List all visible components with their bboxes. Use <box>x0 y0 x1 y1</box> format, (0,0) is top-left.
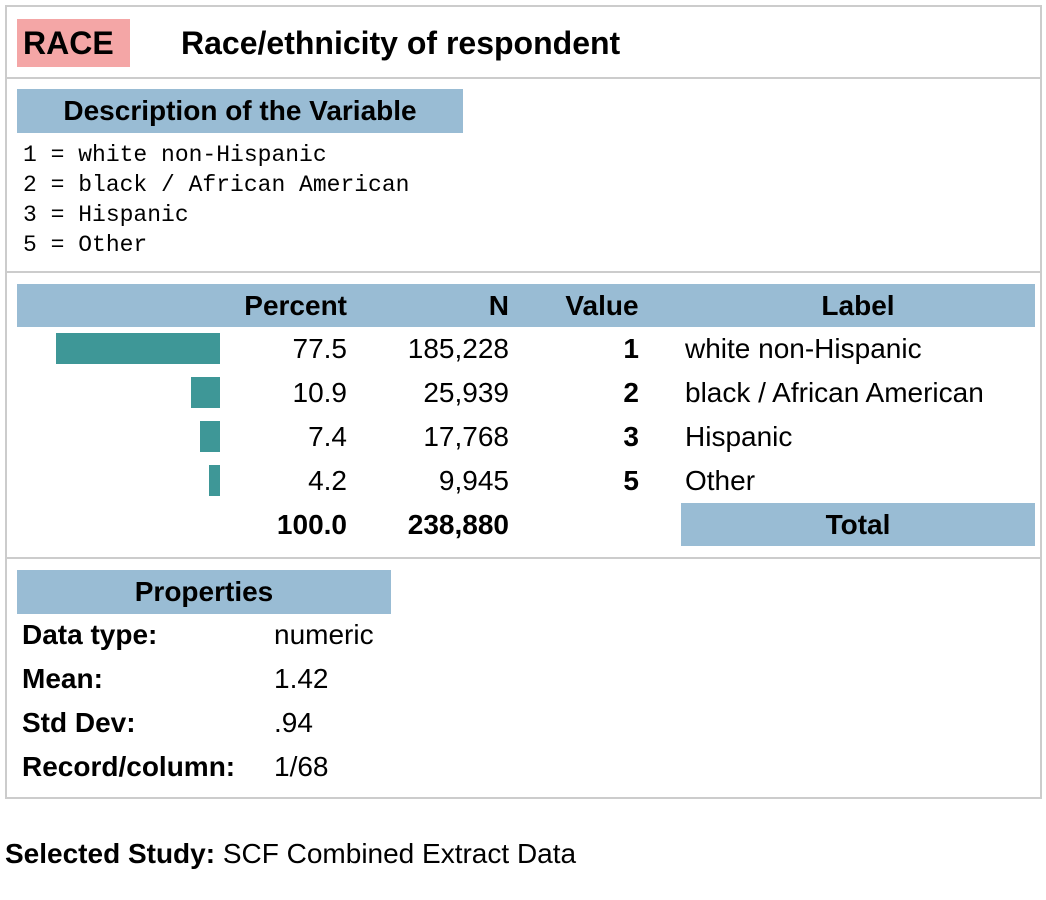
property-value: 1/68 <box>274 751 329 782</box>
cell-percent: 4.2 <box>308 465 347 496</box>
table-row: 7.4 17,768 3 Hispanic <box>7 415 1046 459</box>
property-value: .94 <box>274 707 313 738</box>
property-key: Record/column: <box>22 751 236 782</box>
table-row: 10.9 25,939 2 black / African American <box>7 371 1046 415</box>
cell-value: 1 <box>623 333 639 364</box>
percent-bar <box>209 465 220 496</box>
cell-label: black / African American <box>685 377 984 408</box>
variable-title: Race/ethnicity of respondent <box>181 25 621 61</box>
cell-label: white non-Hispanic <box>685 333 922 364</box>
cell-n: 25,939 <box>423 377 509 408</box>
properties-header: Properties <box>17 570 391 614</box>
percent-bar <box>56 333 220 364</box>
header-n: N <box>488 290 509 321</box>
cell-n: 185,228 <box>407 333 509 364</box>
property-value: 1.42 <box>274 663 329 694</box>
divider <box>7 271 1040 273</box>
total-n: 238,880 <box>407 509 509 540</box>
total-percent: 100.0 <box>276 509 347 540</box>
total-label: Total <box>681 503 1035 546</box>
property-value: numeric <box>274 619 374 650</box>
description-line: 2 = black / African American <box>23 172 410 198</box>
description-line: 1 = white non-Hispanic <box>23 142 327 168</box>
description-header: Description of the Variable <box>17 89 463 133</box>
cell-n: 17,768 <box>423 421 509 452</box>
property-key: Data type: <box>22 619 158 650</box>
divider <box>7 77 1040 79</box>
cell-percent: 10.9 <box>292 377 348 408</box>
cell-label: Other <box>685 465 756 496</box>
description-line: 3 = Hispanic <box>23 202 189 228</box>
variable-name-badge: RACE <box>17 19 130 67</box>
cell-label: Hispanic <box>685 421 793 452</box>
frequency-table-header: Percent N Value Label <box>17 284 1035 327</box>
header-label: Label <box>821 290 895 321</box>
cell-value: 2 <box>623 377 639 408</box>
table-row: 77.5 185,228 1 white non-Hispanic <box>7 327 1046 371</box>
property-row: Std Dev: .94 <box>22 701 542 745</box>
selected-study: Selected Study: SCF Combined Extract Dat… <box>5 832 576 876</box>
codebook-panel: RACE Race/ethnicity of respondent Descri… <box>5 5 1042 799</box>
cell-value: 3 <box>623 421 639 452</box>
property-key: Mean: <box>22 663 103 694</box>
cell-percent: 77.5 <box>292 333 348 364</box>
header-percent: Percent <box>244 290 347 321</box>
divider <box>7 557 1040 559</box>
selected-study-value: SCF Combined Extract Data <box>222 838 577 869</box>
description-text: 1 = white non-Hispanic 2 = black / Afric… <box>23 140 409 260</box>
percent-bar <box>191 377 220 408</box>
table-row: 4.2 9,945 5 Other <box>7 459 1046 503</box>
header-value: Value <box>565 290 639 321</box>
table-total-row: 100.0 238,880 Total <box>7 503 1046 547</box>
cell-percent: 7.4 <box>308 421 347 452</box>
property-key: Std Dev: <box>22 707 136 738</box>
selected-study-label: Selected Study: <box>5 838 216 869</box>
cell-n: 9,945 <box>438 465 509 496</box>
description-line: 5 = Other <box>23 232 148 258</box>
property-row: Record/column: 1/68 <box>22 745 542 789</box>
property-row: Data type: numeric <box>22 613 542 657</box>
percent-bar <box>200 421 220 452</box>
cell-value: 5 <box>623 465 639 496</box>
property-row: Mean: 1.42 <box>22 657 542 701</box>
